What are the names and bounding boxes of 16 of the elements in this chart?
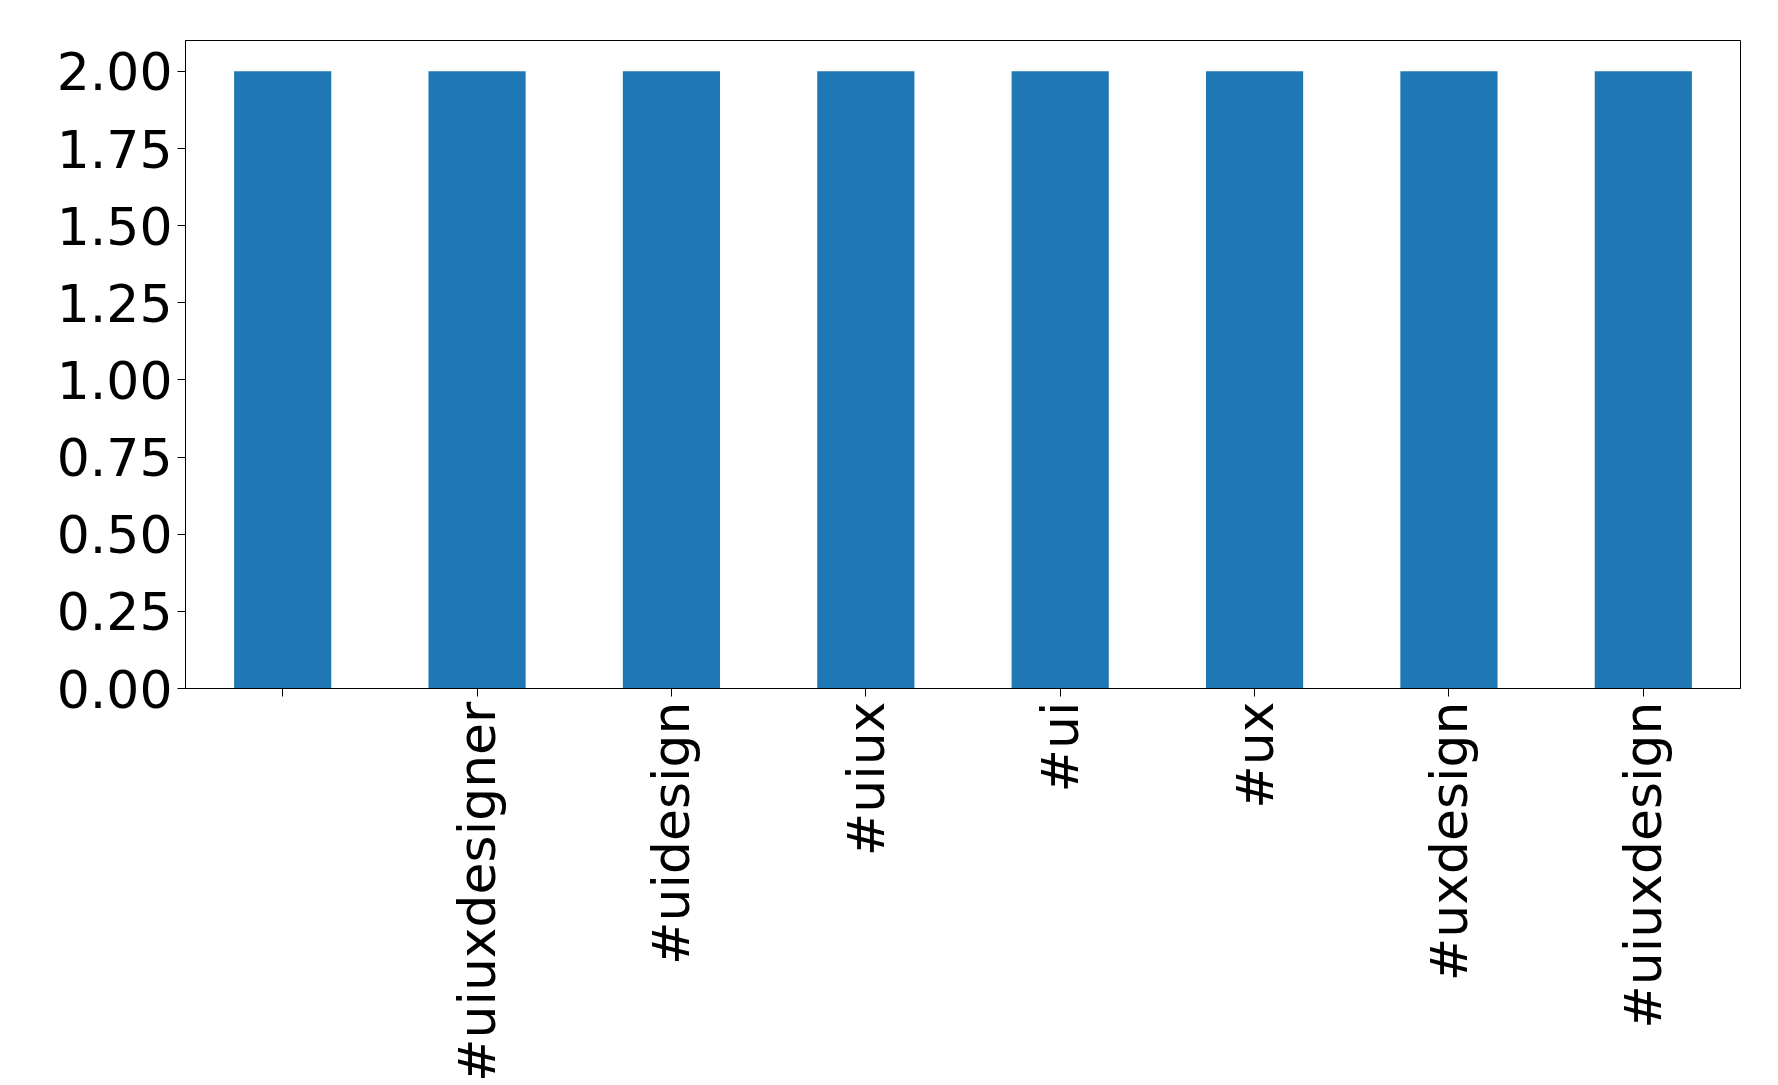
x-tick-label: #uidesign (641, 701, 702, 965)
x-tick-label: #ux (1224, 701, 1285, 809)
y-tick-label: 1.25 (56, 273, 173, 334)
x-tick-label: #ui (1030, 701, 1091, 793)
y-tick-label: 1.75 (56, 119, 173, 180)
y-tick-label: 1.50 (56, 196, 173, 257)
y-tick-label: 0.25 (56, 582, 173, 643)
y-tick-label: 0.00 (56, 659, 173, 720)
x-tick-label: #uiuxdesigner (447, 700, 508, 1083)
y-tick-label: 0.50 (56, 505, 173, 566)
y-tick-label: 2.00 (56, 42, 173, 103)
y-tick-label: 0.75 (56, 428, 173, 489)
x-tick-label: #uxdesign (1418, 701, 1479, 982)
y-tick-label: 1.00 (56, 350, 173, 411)
x-tick-label: #uiuxdesign (1613, 701, 1674, 1029)
x-tick-label: #uiux (835, 701, 896, 857)
